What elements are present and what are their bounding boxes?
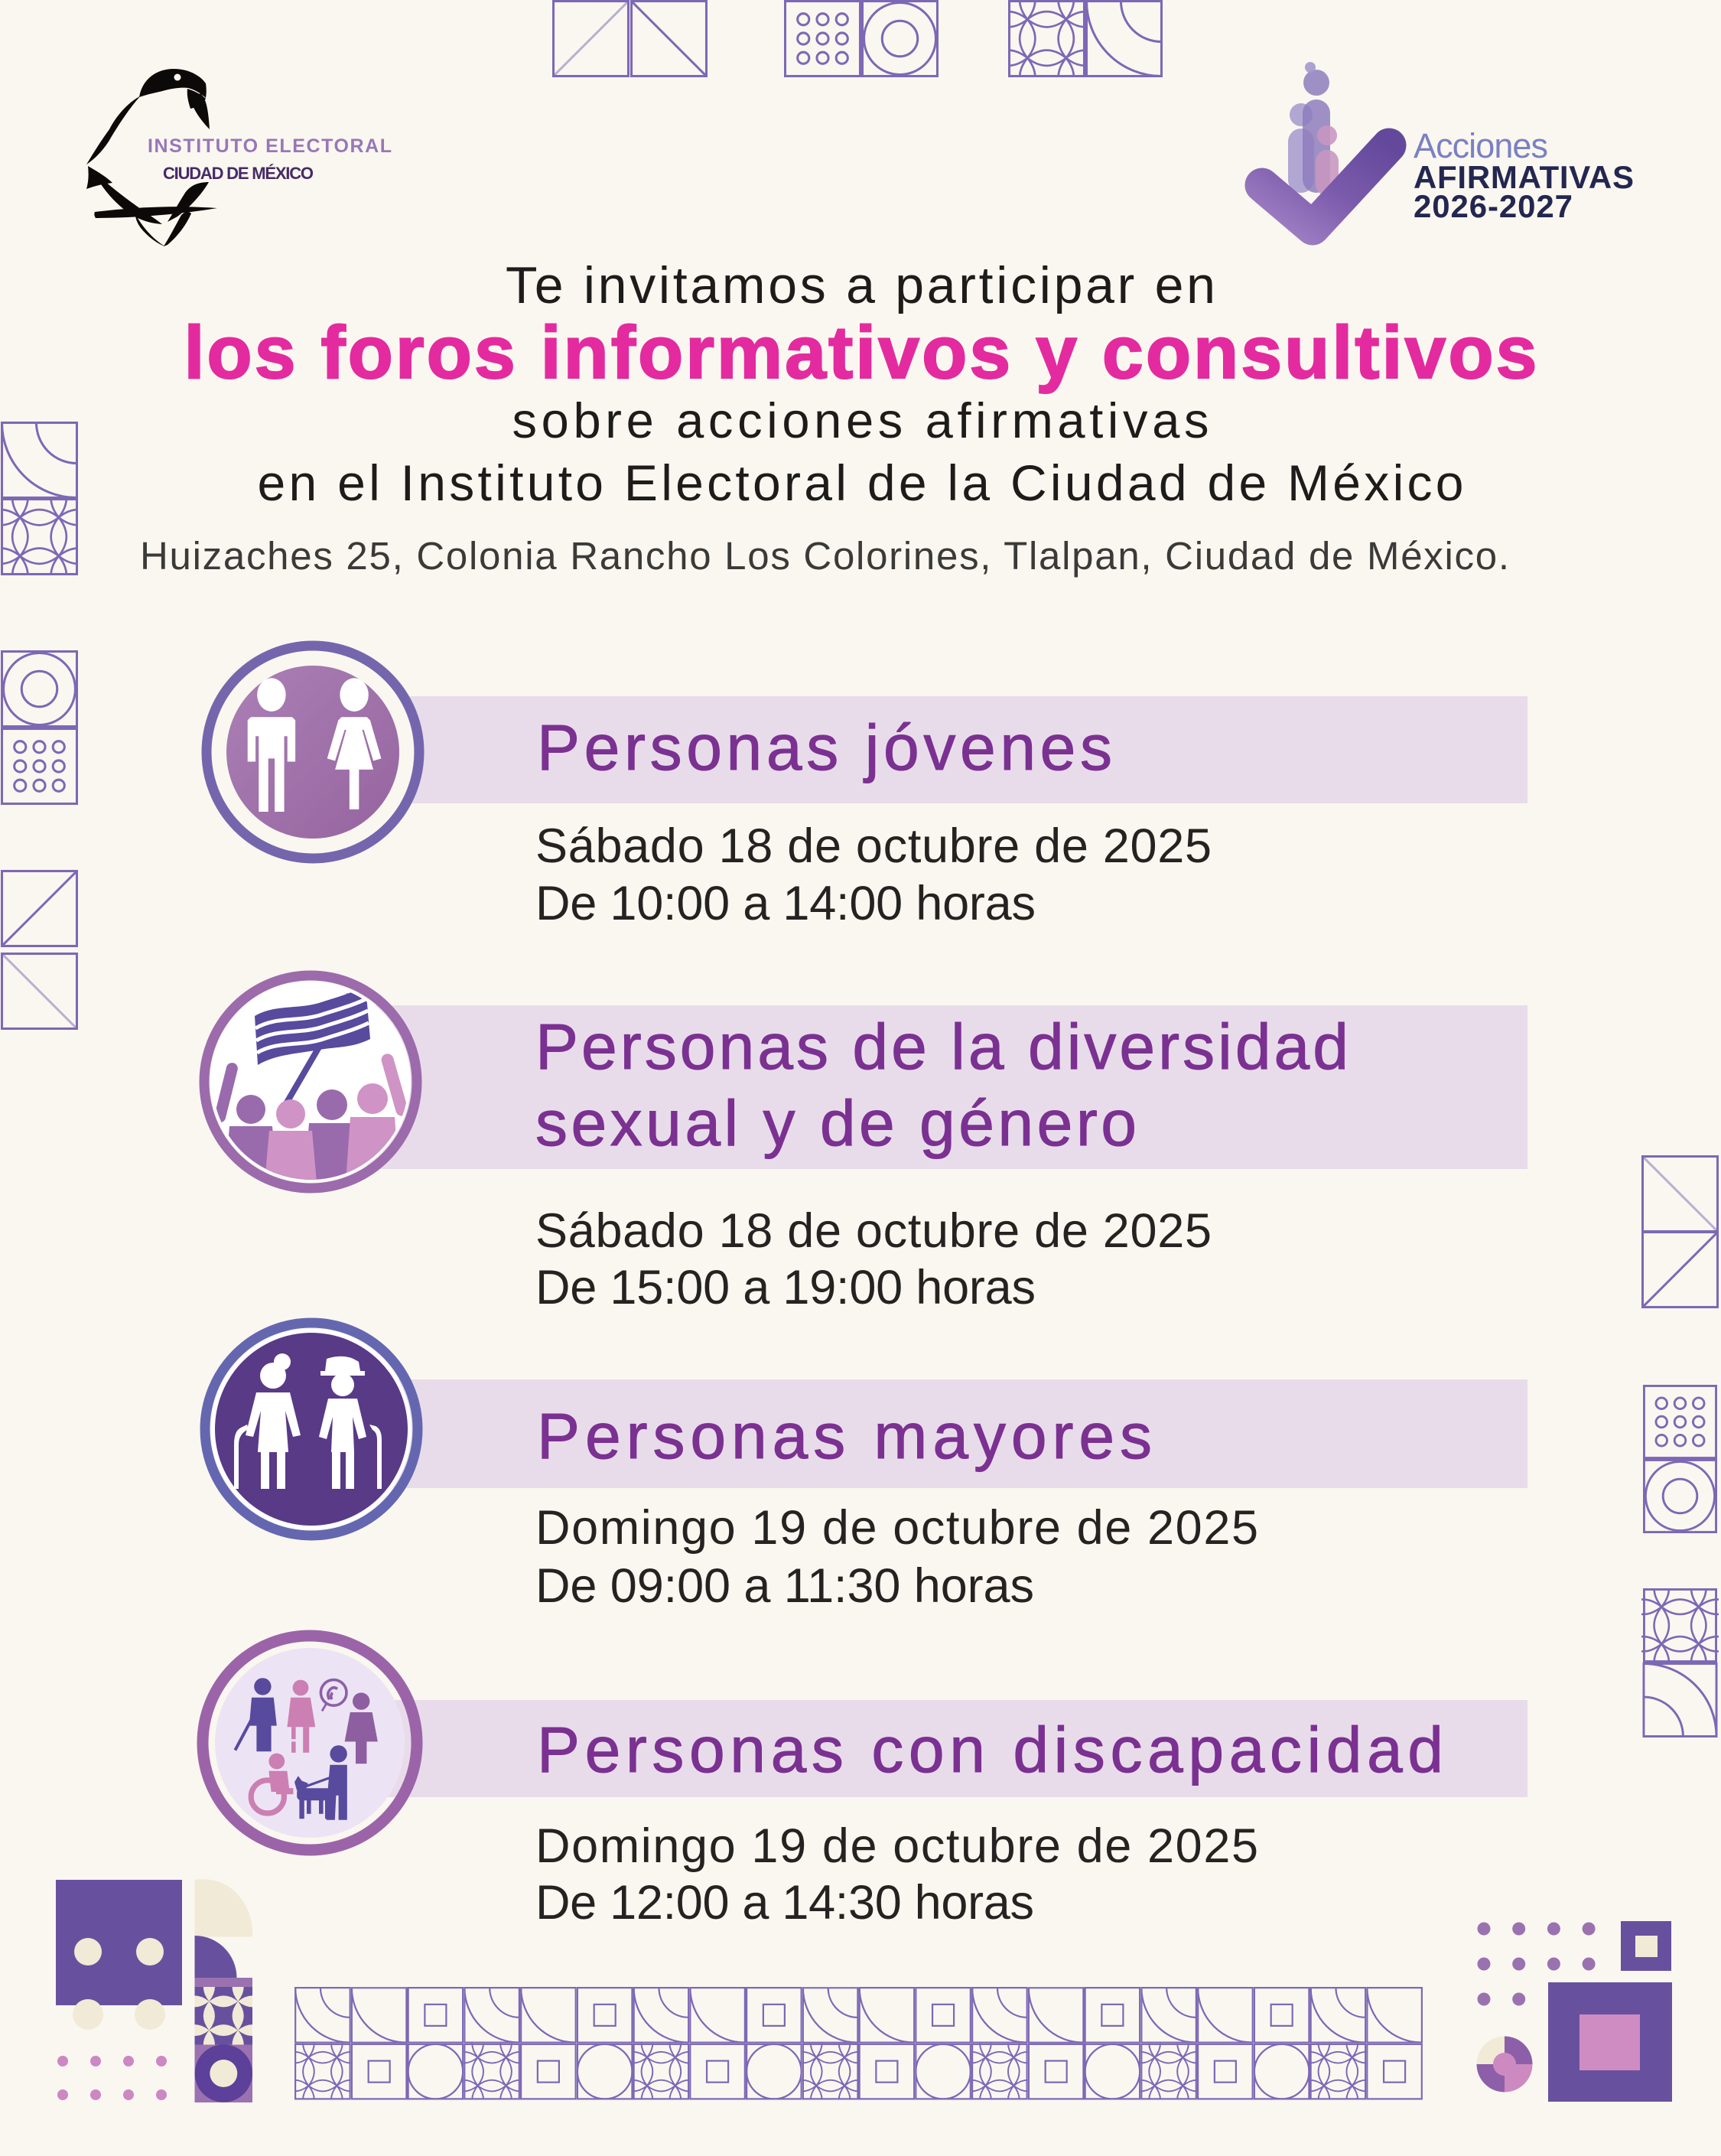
- svg-text:De 15:00 a 19:00 horas: De 15:00 a 19:00 horas: [535, 1261, 1036, 1314]
- svg-text:Acciones: Acciones: [1414, 126, 1548, 165]
- svg-text:Personas con discapacidad: Personas con discapacidad: [537, 1714, 1443, 1786]
- svg-text:INSTITUTO ELECTORAL: INSTITUTO ELECTORAL: [148, 135, 392, 157]
- svg-text:los foros informativos y consu: los foros informativos y consultivos: [184, 311, 1537, 394]
- svg-text:Sábado 18 de octubre de 2025: Sábado 18 de octubre de 2025: [535, 1204, 1212, 1258]
- svg-text:Personas jóvenes: Personas jóvenes: [537, 712, 1112, 783]
- svg-text:Personas mayores: Personas mayores: [537, 1400, 1152, 1472]
- svg-text:en el Instituto Electoral de l: en el Instituto Electoral de la Ciudad d…: [258, 454, 1464, 511]
- svg-text:CIUDAD DE MÉXICO: CIUDAD DE MÉXICO: [163, 164, 314, 183]
- svg-text:sobre acciones afirmativas: sobre acciones afirmativas: [512, 392, 1209, 448]
- svg-text:De 10:00 a 14:00 horas: De 10:00 a 14:00 horas: [535, 877, 1036, 930]
- svg-text:Domingo 19 de octubre de 2025: Domingo 19 de octubre de 2025: [535, 1501, 1258, 1555]
- svg-text:Personas de la diversidad: Personas de la diversidad: [535, 1011, 1348, 1083]
- svg-text:2026-2027: 2026-2027: [1414, 188, 1573, 224]
- svg-text:De 12:00 a 14:30 horas: De 12:00 a 14:30 horas: [535, 1876, 1034, 1930]
- svg-text:Te invitamos a participar en: Te invitamos a participar en: [506, 256, 1215, 314]
- svg-text:De 09:00 a 11:30 horas: De 09:00 a 11:30 horas: [535, 1559, 1034, 1613]
- svg-text:AFIRMATIVAS: AFIRMATIVAS: [1414, 159, 1634, 195]
- svg-text:Sábado 18 de octubre de 2025: Sábado 18 de octubre de 2025: [535, 819, 1212, 873]
- svg-text:Huizaches 25, Colonia Rancho L: Huizaches 25, Colonia Rancho Los Colorin…: [140, 534, 1509, 578]
- svg-text:Domingo 19 de octubre de 2025: Domingo 19 de octubre de 2025: [535, 1819, 1258, 1873]
- svg-text:sexual y de género: sexual y de género: [535, 1087, 1137, 1159]
